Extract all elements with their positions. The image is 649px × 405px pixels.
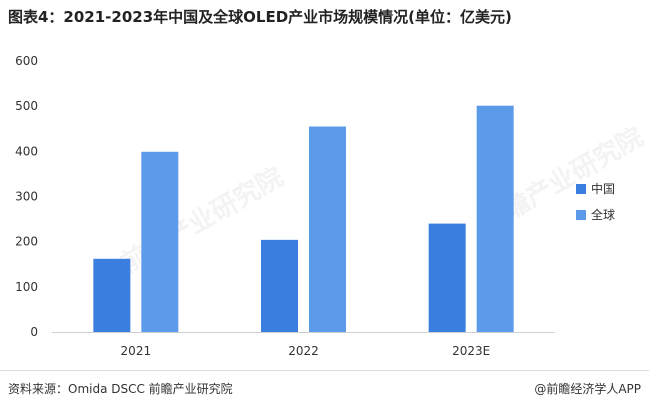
legend-swatch bbox=[576, 184, 586, 194]
brand-credit: @前瞻经济学人APP bbox=[534, 382, 641, 396]
y-tick-label: 300 bbox=[15, 190, 38, 204]
bar-global bbox=[476, 105, 514, 332]
x-tick-label: 2021 bbox=[121, 344, 152, 358]
legend-label: 全球 bbox=[591, 207, 615, 222]
y-tick-label: 0 bbox=[30, 325, 38, 339]
bar-china bbox=[261, 239, 298, 332]
chart-title: 图表4：2021-2023年中国及全球OLED产业市场规模情况(单位：亿美元) bbox=[8, 8, 512, 26]
y-tick-label: 500 bbox=[15, 99, 38, 113]
y-tick-label: 100 bbox=[15, 280, 38, 294]
footer-divider bbox=[0, 370, 649, 371]
x-tick-label: 2023E bbox=[452, 344, 490, 358]
x-tick-label: 2022 bbox=[288, 344, 319, 358]
bar-global bbox=[141, 151, 179, 332]
y-tick-label: 200 bbox=[15, 235, 38, 249]
y-tick-label: 400 bbox=[15, 144, 38, 158]
source-note: 资料来源：Omida DSCC 前瞻产业研究院 bbox=[8, 382, 233, 396]
legend-swatch bbox=[576, 210, 586, 220]
bar-china bbox=[93, 258, 131, 332]
bar-global bbox=[309, 126, 346, 332]
bar-china bbox=[428, 223, 466, 332]
y-tick-label: 600 bbox=[15, 54, 38, 68]
legend-label: 中国 bbox=[591, 181, 615, 196]
